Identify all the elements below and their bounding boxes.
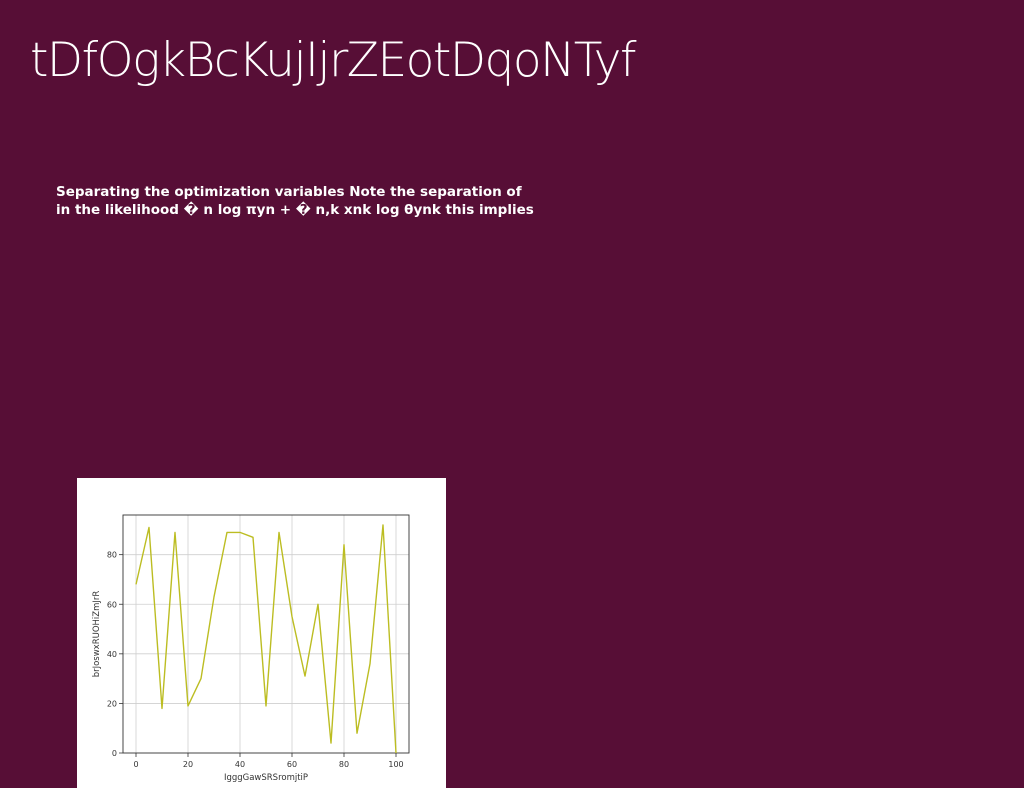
y-tick-label: 80 xyxy=(107,551,117,560)
body-line-1: Separating the optimization variables No… xyxy=(56,184,522,200)
line-chart: 0 20 40 60 80 100 0 20 40 60 80 IgggGawSRSromjtiP br… xyxy=(92,514,410,783)
plot-frame xyxy=(122,514,410,754)
y-tick-label: 60 xyxy=(107,600,117,609)
y-tick-label: 40 xyxy=(107,650,117,659)
plot-area xyxy=(123,515,409,753)
x-tick-label: 100 xyxy=(388,760,403,769)
x-tick-label: 80 xyxy=(339,760,349,769)
series-line xyxy=(135,524,397,754)
x-tick-label: 60 xyxy=(287,760,297,769)
x-tick-label: 0 xyxy=(133,760,138,769)
body-text: Separating the optimization variables No… xyxy=(56,183,596,219)
body-line-2: in the likelihood � n log πyn + � n,k xn… xyxy=(56,202,534,218)
slide-title: tDfOgkBcKujIjrZEotDqoNTyf xyxy=(30,33,637,88)
x-tick-label: 20 xyxy=(183,760,193,769)
x-axis-label: IgggGawSRSromjtiP xyxy=(224,773,308,783)
y-tick-label: 0 xyxy=(112,749,117,758)
y-axis-label: brJoswxRUOHiZmJrR xyxy=(92,591,102,678)
line-chart-figure: 0 20 40 60 80 100 0 20 40 60 80 IgggGawSRSromjtiP br… xyxy=(77,478,446,788)
y-tick-label: 20 xyxy=(107,699,117,708)
x-tick-label: 40 xyxy=(235,760,245,769)
